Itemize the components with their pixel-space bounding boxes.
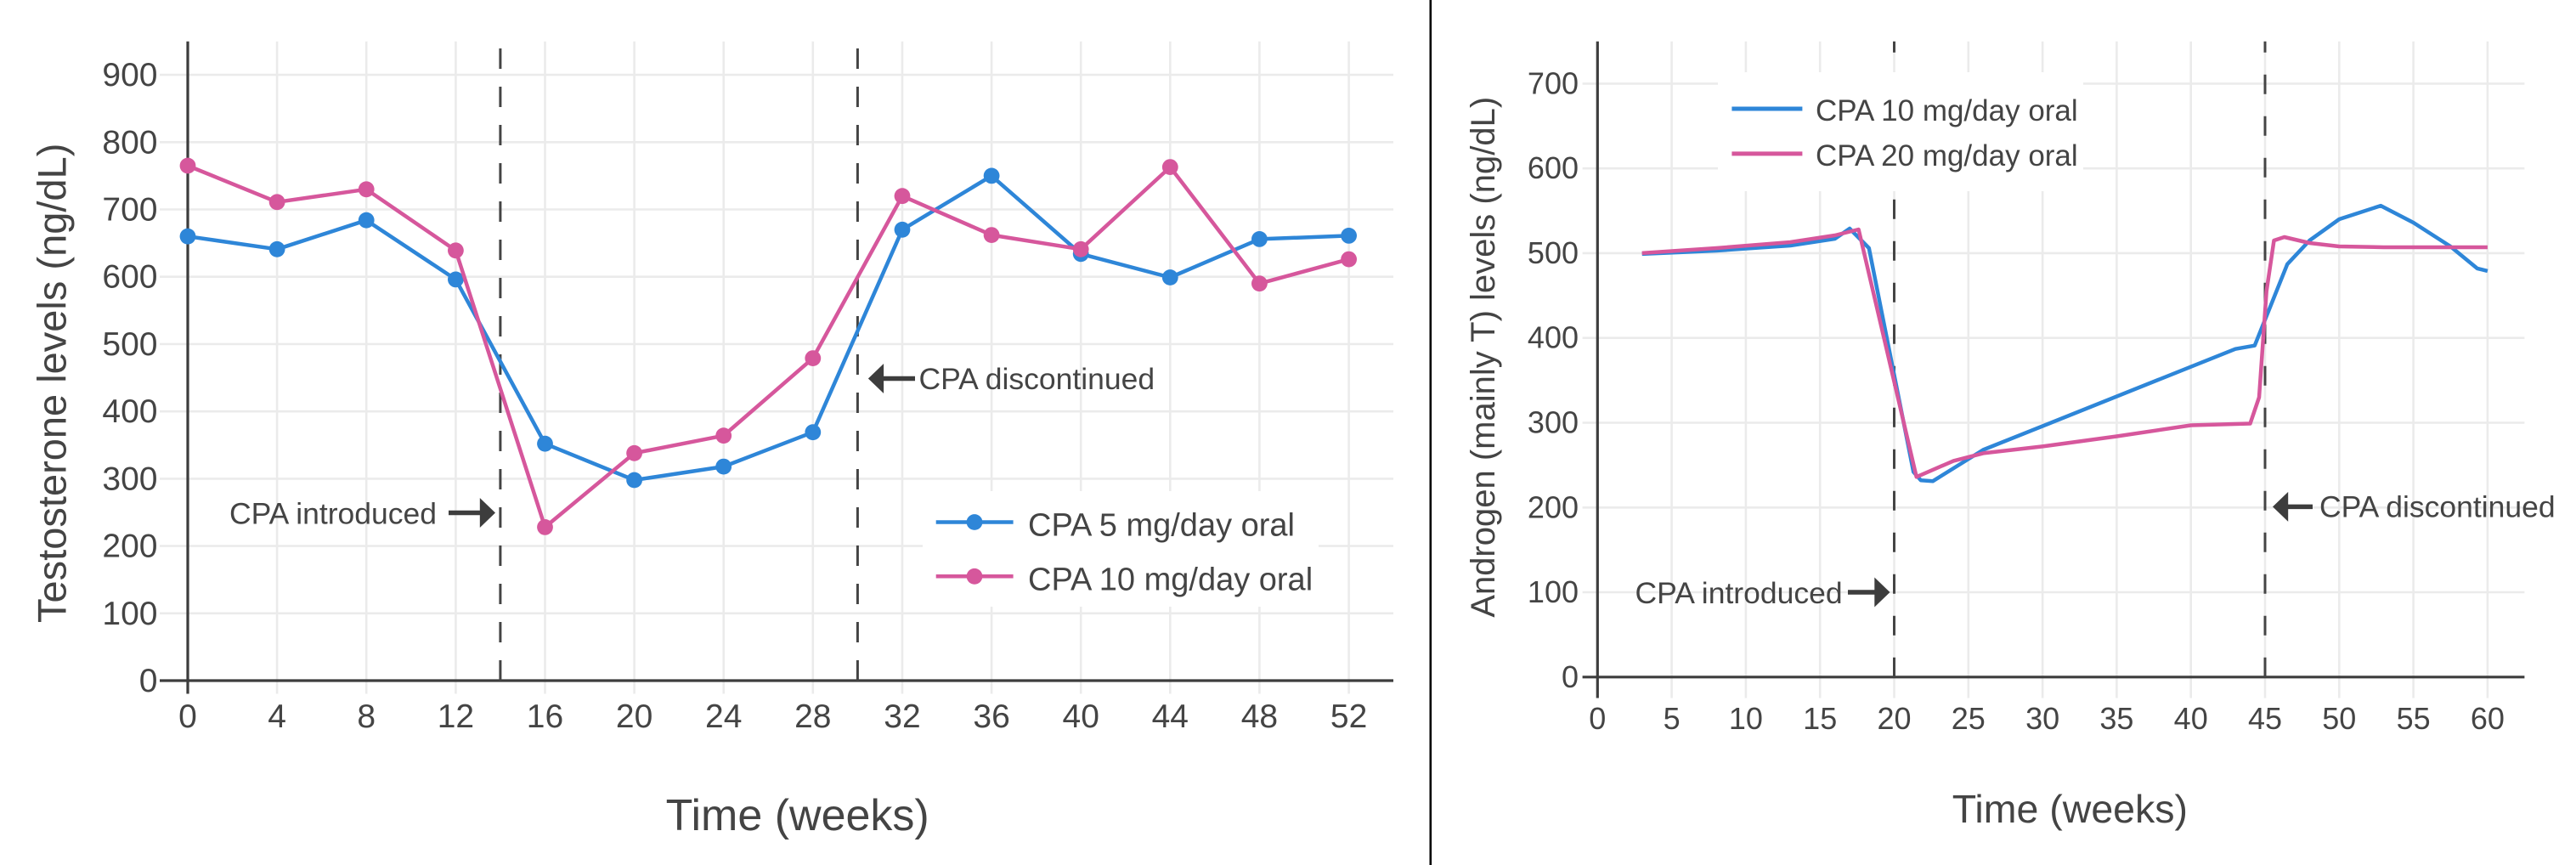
svg-text:CPA introduced: CPA introduced: [229, 497, 437, 531]
svg-text:CPA discontinued: CPA discontinued: [2319, 489, 2556, 523]
svg-text:32: 32: [884, 698, 920, 735]
svg-text:44: 44: [1152, 698, 1189, 735]
svg-text:CPA discontinued: CPA discontinued: [919, 362, 1155, 396]
svg-text:800: 800: [102, 124, 157, 161]
svg-text:Androgen (mainly T) levels (ng: Androgen (mainly T) levels (ng/dL): [1465, 97, 1502, 618]
svg-text:4: 4: [268, 698, 286, 735]
svg-text:50: 50: [2322, 701, 2356, 736]
svg-text:Time (weeks): Time (weeks): [666, 791, 929, 840]
svg-text:15: 15: [1803, 701, 1837, 736]
svg-text:CPA 20 mg/day oral: CPA 20 mg/day oral: [1816, 139, 2078, 172]
svg-text:10: 10: [1729, 701, 1763, 736]
svg-text:40: 40: [2174, 701, 2208, 736]
svg-text:20: 20: [616, 698, 652, 735]
svg-text:300: 300: [102, 461, 157, 497]
svg-text:12: 12: [438, 698, 474, 735]
svg-text:30: 30: [2025, 701, 2059, 736]
svg-text:25: 25: [1952, 701, 1986, 736]
svg-text:200: 200: [102, 529, 157, 565]
svg-text:5: 5: [1664, 701, 1681, 736]
svg-text:900: 900: [102, 57, 157, 93]
svg-text:500: 500: [1528, 235, 1579, 270]
svg-text:0: 0: [178, 698, 197, 735]
svg-text:48: 48: [1241, 698, 1278, 735]
svg-text:200: 200: [1528, 489, 1579, 524]
svg-text:100: 100: [1528, 574, 1579, 609]
svg-text:CPA introduced: CPA introduced: [1635, 576, 1843, 610]
svg-text:35: 35: [2099, 701, 2133, 736]
svg-text:CPA 10 mg/day oral: CPA 10 mg/day oral: [1028, 562, 1313, 597]
svg-text:60: 60: [2471, 701, 2505, 736]
svg-text:400: 400: [1528, 320, 1579, 355]
svg-text:700: 700: [102, 192, 157, 229]
svg-text:Testosterone levels (ng/dL): Testosterone levels (ng/dL): [29, 144, 74, 623]
svg-text:500: 500: [102, 326, 157, 363]
svg-text:24: 24: [705, 698, 742, 735]
svg-text:40: 40: [1063, 698, 1099, 735]
svg-text:400: 400: [102, 393, 157, 430]
svg-text:16: 16: [527, 698, 563, 735]
svg-text:55: 55: [2397, 701, 2431, 736]
svg-text:20: 20: [1877, 701, 1911, 736]
svg-text:600: 600: [1528, 150, 1579, 185]
svg-text:600: 600: [102, 259, 157, 296]
svg-text:36: 36: [973, 698, 1009, 735]
svg-text:Time (weeks): Time (weeks): [1952, 787, 2188, 831]
svg-text:CPA 5 mg/day oral: CPA 5 mg/day oral: [1028, 508, 1295, 544]
svg-text:8: 8: [357, 698, 376, 735]
svg-text:0: 0: [139, 663, 158, 699]
svg-text:45: 45: [2248, 701, 2282, 736]
svg-text:CPA 10 mg/day oral: CPA 10 mg/day oral: [1816, 94, 2078, 127]
svg-text:700: 700: [1528, 65, 1579, 100]
svg-text:52: 52: [1330, 698, 1367, 735]
svg-text:0: 0: [1589, 701, 1606, 736]
svg-text:100: 100: [102, 596, 157, 632]
svg-text:0: 0: [1562, 659, 1579, 694]
svg-text:28: 28: [794, 698, 831, 735]
svg-text:300: 300: [1528, 405, 1579, 440]
